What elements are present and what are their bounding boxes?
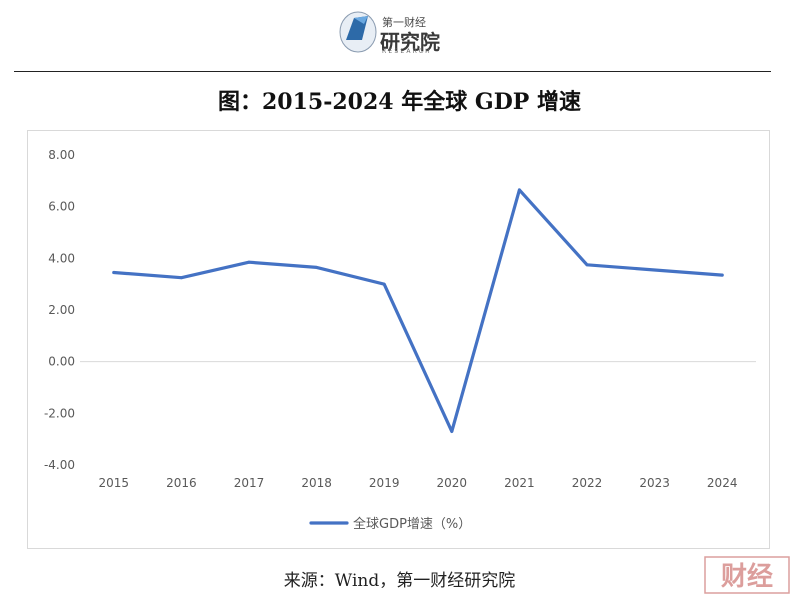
y-tick-label: -4.00 [44, 458, 75, 472]
x-tick-label: 2016 [166, 476, 197, 490]
x-tick-label: 2020 [437, 476, 468, 490]
x-tick-label: 2022 [572, 476, 603, 490]
chart-frame: 8.00 6.00 4.00 2.00 0.00 -2.00 -4.00 2015 2016 20… [27, 130, 770, 549]
data-point [653, 268, 656, 272]
y-tick-label: 4.00 [48, 251, 75, 265]
series-line [112, 188, 724, 433]
data-point [585, 263, 589, 267]
x-tick-label: 2024 [707, 476, 738, 490]
page-title: 图：2015-2024 年全球 GDP 增速 [218, 89, 581, 115]
x-tick-label: 2021 [504, 476, 535, 490]
watermark-seal-icon: 财经 [704, 556, 790, 594]
x-tick-label: 2017 [234, 476, 265, 490]
y-tick-label: 6.00 [48, 200, 75, 214]
y-tick-label: 2.00 [48, 303, 75, 317]
data-point [315, 265, 318, 269]
logo-emblem-icon [339, 11, 377, 53]
seal-text: 财经 [721, 561, 773, 592]
data-point [382, 282, 386, 286]
source-note: 来源：Wind，第一财经研究院 [283, 571, 516, 591]
data-point [247, 260, 251, 264]
data-point [112, 271, 116, 274]
legend-label: 全球GDP增速（%） [353, 516, 471, 532]
x-tick-label: 2015 [99, 476, 130, 490]
x-tick-label: 2019 [369, 476, 400, 490]
y-tick-label: -2.00 [44, 406, 75, 420]
data-point [518, 188, 521, 192]
data-point [180, 276, 183, 280]
line-chart: 8.00 6.00 4.00 2.00 0.00 -2.00 -4.00 2015 2016 20… [44, 148, 756, 532]
x-tick-label: 2023 [639, 476, 670, 490]
y-tick-label: 0.00 [48, 355, 75, 369]
header-logo: 第一财经 研究院 RESEARCH [338, 8, 468, 58]
logo-main-text: 研究院 [380, 30, 440, 54]
y-tick-label: 8.00 [48, 148, 75, 162]
data-point [720, 273, 724, 277]
data-point [450, 430, 454, 433]
logo-sub-text: RESEARCH [382, 48, 432, 55]
logo-top-text: 第一财经 [382, 16, 426, 29]
header-divider [14, 71, 771, 72]
x-tick-label: 2018 [301, 476, 332, 490]
